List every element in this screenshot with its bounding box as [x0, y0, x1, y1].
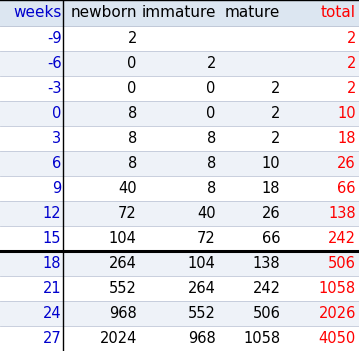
Text: 8: 8	[206, 156, 216, 171]
Text: 24: 24	[43, 306, 61, 321]
Bar	[0, 51, 359, 76]
Bar	[0, 26, 359, 51]
Text: 552: 552	[109, 281, 137, 296]
Text: 2: 2	[271, 81, 280, 96]
Text: 40: 40	[197, 206, 216, 221]
Text: 968: 968	[109, 306, 137, 321]
Text: weeks: weeks	[13, 6, 61, 20]
Text: 2026: 2026	[318, 306, 356, 321]
Text: 242: 242	[328, 231, 356, 246]
Text: 104: 104	[188, 256, 216, 271]
Text: 26: 26	[337, 156, 356, 171]
Text: immature: immature	[141, 6, 216, 20]
Bar	[0, 0, 359, 26]
Text: 2: 2	[346, 56, 356, 71]
Text: 12: 12	[43, 206, 61, 221]
Bar	[0, 301, 359, 326]
Text: 9: 9	[52, 181, 61, 196]
Text: 0: 0	[127, 56, 137, 71]
Text: 27: 27	[43, 331, 61, 346]
Bar	[0, 276, 359, 301]
Text: 2: 2	[206, 56, 216, 71]
Text: -6: -6	[47, 56, 61, 71]
Bar	[0, 201, 359, 226]
Text: total: total	[321, 6, 356, 20]
Text: 40: 40	[118, 181, 137, 196]
Text: 10: 10	[337, 106, 356, 121]
Text: 2: 2	[271, 106, 280, 121]
Bar	[0, 326, 359, 351]
Text: 2: 2	[346, 31, 356, 46]
Text: 968: 968	[188, 331, 216, 346]
Text: 138: 138	[253, 256, 280, 271]
Bar	[0, 76, 359, 101]
Text: 242: 242	[252, 281, 280, 296]
Text: 138: 138	[328, 206, 356, 221]
Text: 552: 552	[188, 306, 216, 321]
Text: 8: 8	[127, 106, 137, 121]
Text: 2: 2	[271, 131, 280, 146]
Text: 3: 3	[52, 131, 61, 146]
Text: -3: -3	[47, 81, 61, 96]
Text: 0: 0	[127, 81, 137, 96]
Text: 2024: 2024	[99, 331, 137, 346]
Text: 264: 264	[188, 281, 216, 296]
Bar	[0, 226, 359, 251]
Text: 8: 8	[206, 181, 216, 196]
Text: 26: 26	[262, 206, 280, 221]
Text: 66: 66	[262, 231, 280, 246]
Text: -9: -9	[47, 31, 61, 46]
Text: 104: 104	[109, 231, 137, 246]
Text: 18: 18	[262, 181, 280, 196]
Text: 2: 2	[346, 81, 356, 96]
Text: 1058: 1058	[243, 331, 280, 346]
Text: newborn: newborn	[70, 6, 137, 20]
Bar	[0, 126, 359, 151]
Text: 1058: 1058	[319, 281, 356, 296]
Text: 6: 6	[52, 156, 61, 171]
Text: 18: 18	[43, 256, 61, 271]
Text: 8: 8	[127, 156, 137, 171]
Bar	[0, 176, 359, 201]
Text: 264: 264	[109, 256, 137, 271]
Text: 15: 15	[43, 231, 61, 246]
Text: 2: 2	[127, 31, 137, 46]
Text: 10: 10	[262, 156, 280, 171]
Text: 8: 8	[206, 131, 216, 146]
Text: 0: 0	[52, 106, 61, 121]
Text: 18: 18	[337, 131, 356, 146]
Text: 72: 72	[197, 231, 216, 246]
Text: 506: 506	[328, 256, 356, 271]
Bar	[0, 251, 359, 276]
Text: 72: 72	[118, 206, 137, 221]
Text: 0: 0	[206, 106, 216, 121]
Text: 4050: 4050	[318, 331, 356, 346]
Text: 21: 21	[43, 281, 61, 296]
Text: 506: 506	[252, 306, 280, 321]
Bar	[0, 101, 359, 126]
Bar	[0, 151, 359, 176]
Text: 8: 8	[127, 131, 137, 146]
Text: 66: 66	[337, 181, 356, 196]
Text: 0: 0	[206, 81, 216, 96]
Text: mature: mature	[225, 6, 280, 20]
